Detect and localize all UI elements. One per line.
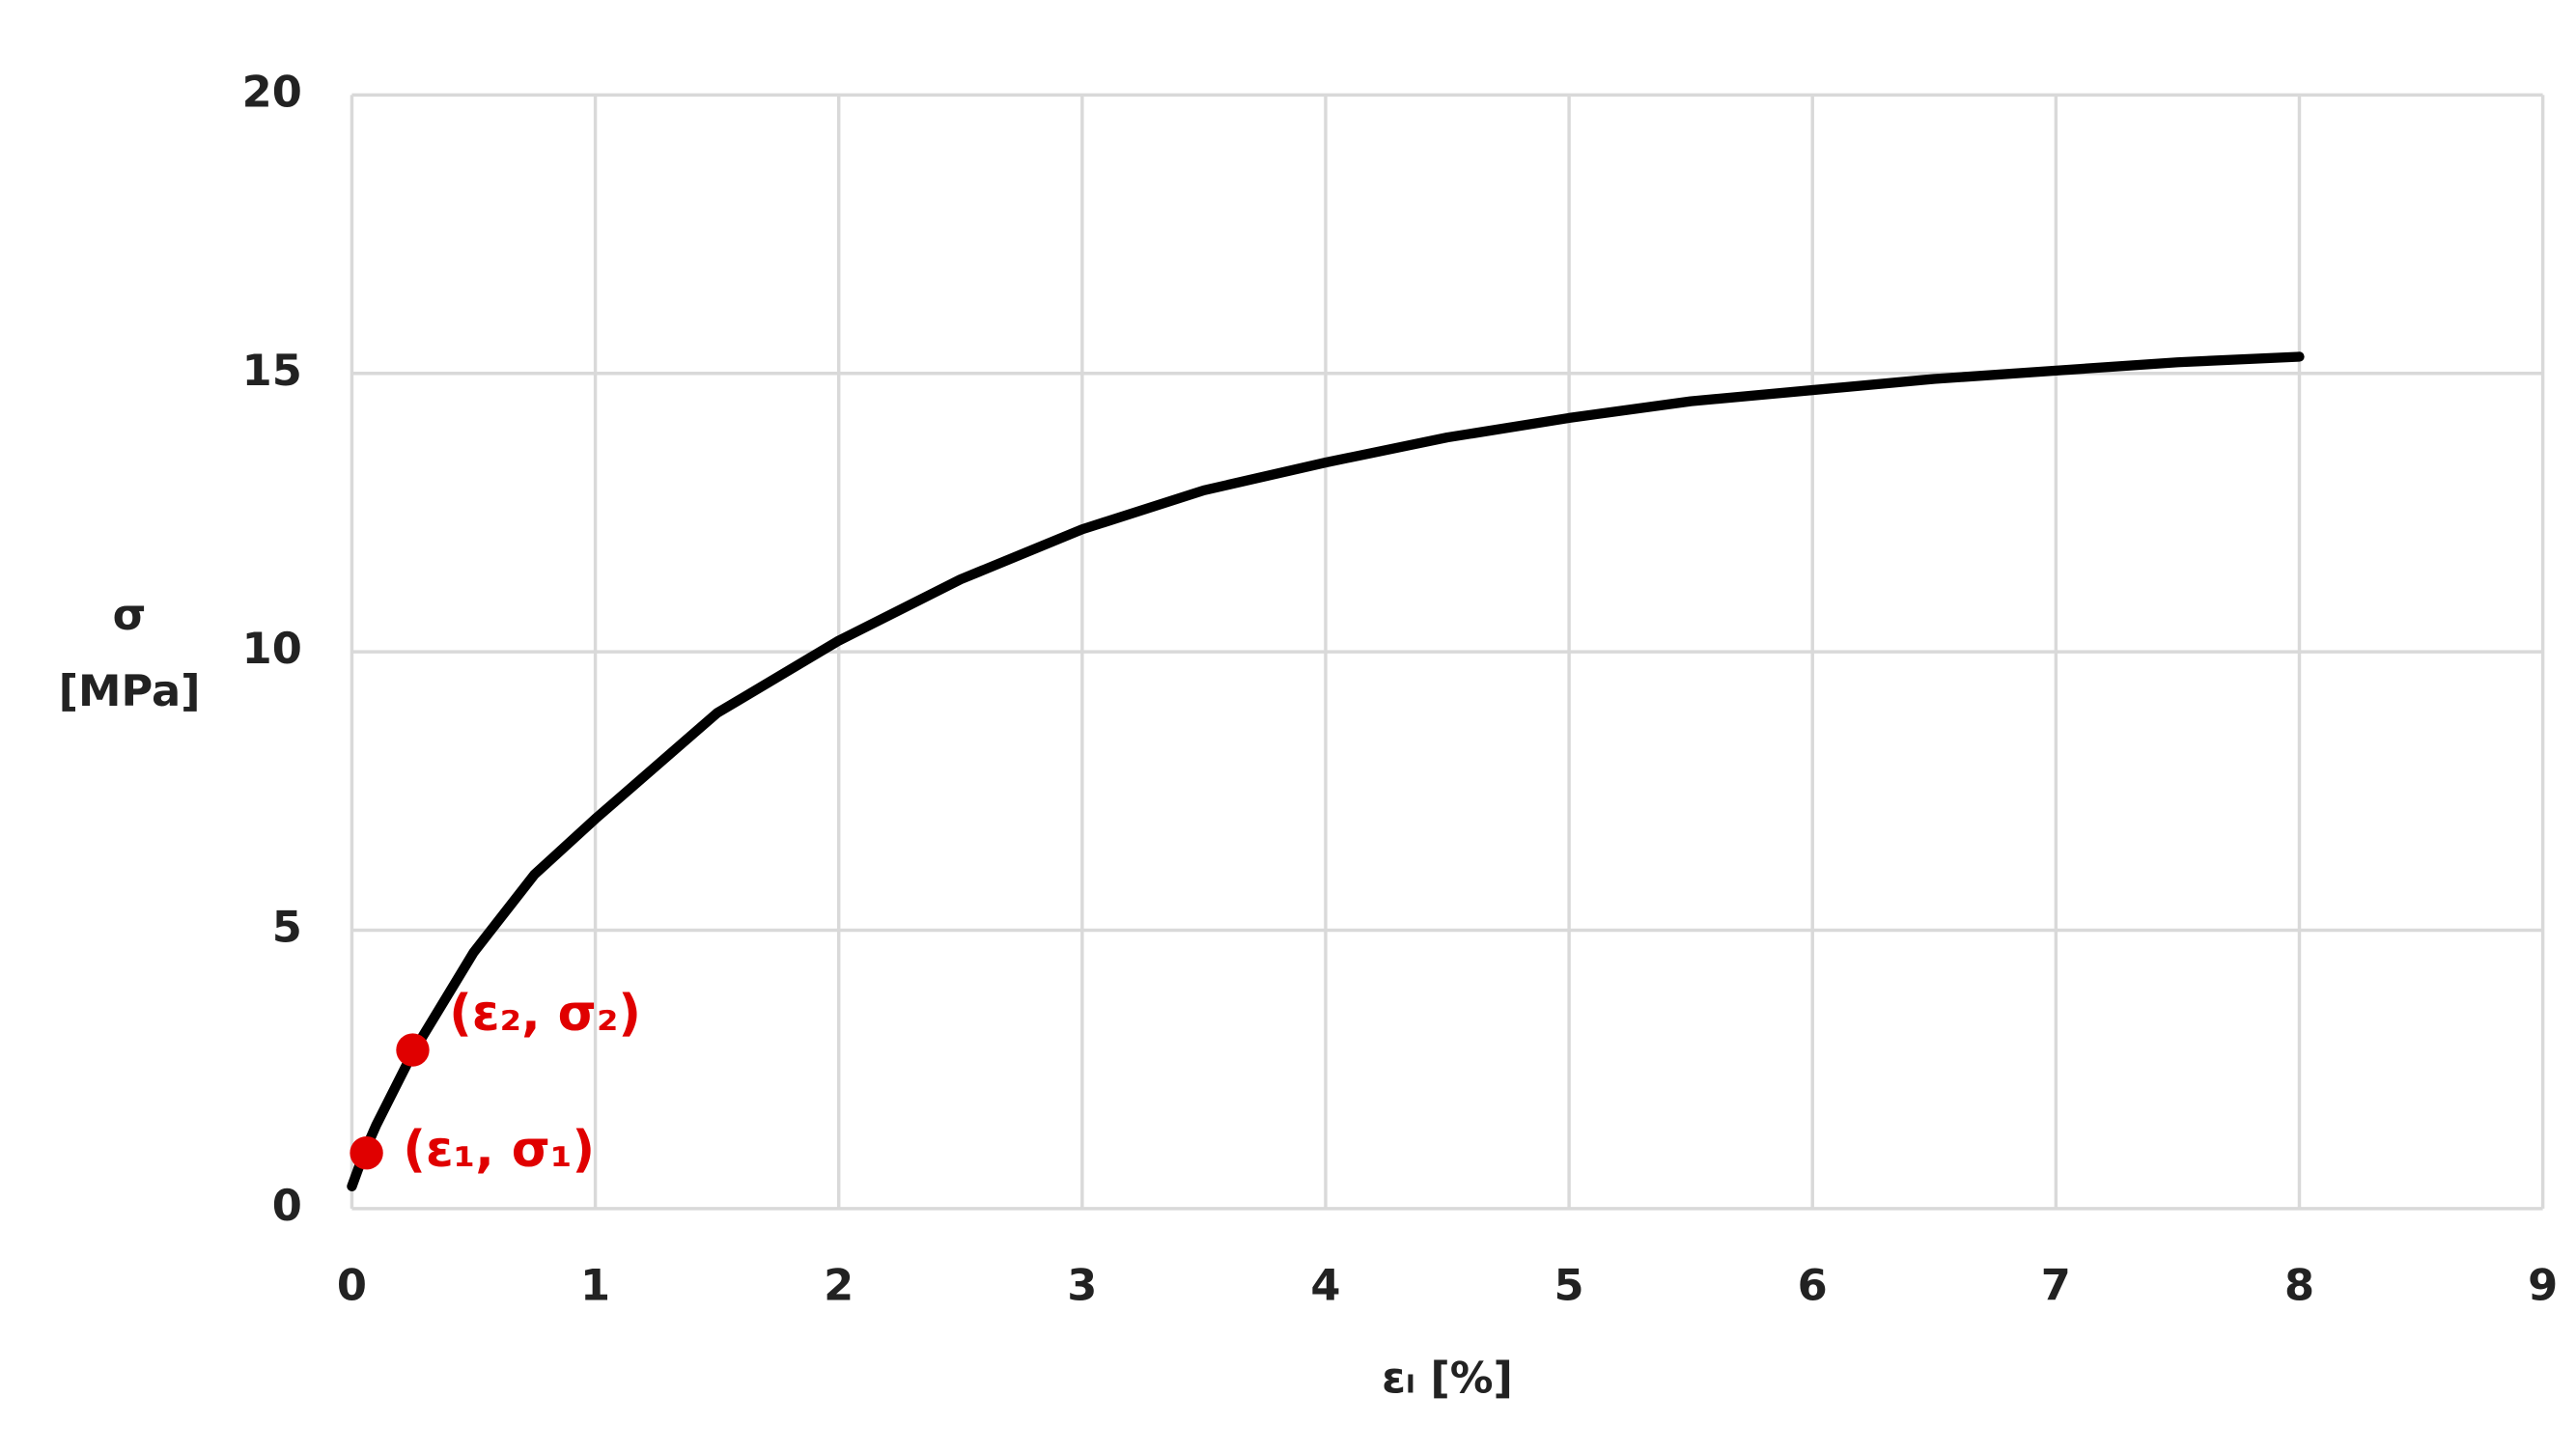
- x-tick-label: 8: [2284, 1260, 2314, 1310]
- x-tick-label: 0: [337, 1260, 367, 1310]
- y-axis-label: σ: [113, 590, 147, 640]
- marked-point: [350, 1136, 383, 1170]
- x-tick-label: 9: [2528, 1260, 2558, 1310]
- y-tick-label: 5: [272, 903, 302, 953]
- x-tick-label: 4: [1310, 1260, 1340, 1310]
- y-axis-label: [MPa]: [59, 666, 201, 716]
- marked-point: [396, 1033, 430, 1067]
- x-tick-label: 2: [824, 1260, 854, 1310]
- x-tick-label: 5: [1554, 1260, 1584, 1310]
- x-tick-label: 3: [1067, 1260, 1097, 1310]
- point-label: (ε₁, σ₁): [403, 1121, 595, 1179]
- y-tick-label: 10: [242, 624, 302, 674]
- x-tick-label: 1: [580, 1260, 610, 1310]
- x-axis-label: εₗ [%]: [1382, 1354, 1513, 1404]
- point-label: (ε₂, σ₂): [449, 985, 641, 1043]
- y-tick-label: 15: [242, 346, 302, 396]
- curve: [347, 351, 2305, 1191]
- y-tick-label: 20: [242, 67, 302, 117]
- y-tick-label: 0: [272, 1181, 302, 1231]
- x-tick-label: 7: [2041, 1260, 2071, 1310]
- x-tick-label: 6: [1798, 1260, 1828, 1310]
